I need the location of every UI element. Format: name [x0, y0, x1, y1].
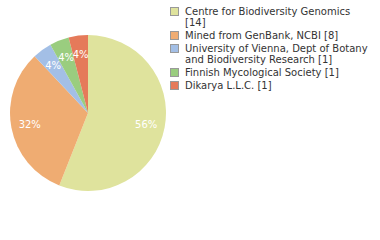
html-text:Mined from GenBank, NCBI [8]: Mined from GenBank, NCBI [8] — [185, 30, 339, 41]
svg-text:4%: 4% — [73, 49, 89, 60]
svg-text:4%: 4% — [58, 52, 75, 64]
svg-text:32%: 32% — [19, 119, 41, 130]
html-text:Finnish Mycological Society [1: Finnish Mycological Society [1] — [185, 67, 339, 78]
html-text:University of Vienna, Dept of: University of Vienna, Dept of Botany and… — [185, 43, 368, 65]
html-text:Centre for Biodiversity Genomi: Centre for Biodiversity Genomics [14] — [185, 6, 351, 28]
svg-text:56%: 56% — [135, 119, 157, 130]
html-text:Dikarya L.L.C. [1]: Dikarya L.L.C. [1] — [185, 80, 272, 91]
svg-text:4%: 4% — [45, 59, 62, 71]
